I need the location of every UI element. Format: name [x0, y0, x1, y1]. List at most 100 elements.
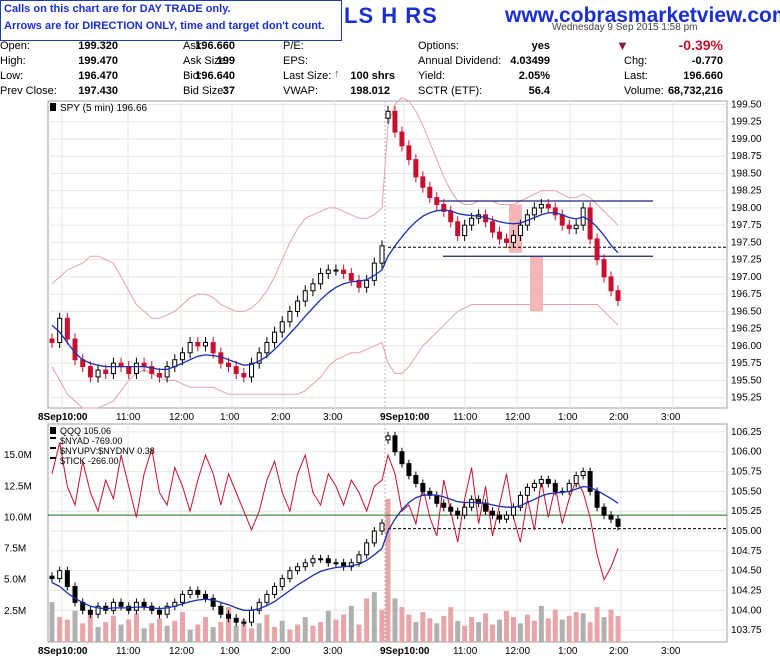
candle-body [302, 290, 308, 302]
volume-bar [156, 618, 162, 642]
volume-bar [233, 625, 239, 642]
quote-cell: 197.430 [78, 85, 118, 97]
candle-body [538, 203, 544, 209]
y-tick-label: 197.75 [731, 220, 762, 231]
quote-cell: Ask Size: [183, 55, 229, 67]
right-tick-label: 104.75 [731, 546, 762, 557]
candle-body [517, 224, 523, 237]
candle-body [110, 362, 116, 375]
left-tick-label: 15.0M [4, 450, 32, 461]
candle-body [356, 279, 362, 288]
candle-body [531, 207, 537, 216]
volume-bar [141, 628, 147, 642]
qqq-candle-body [141, 601, 147, 607]
volume-bar [325, 610, 331, 642]
candle-body [164, 366, 170, 378]
volume-bar [310, 625, 316, 642]
right-tick-label: 106.25 [731, 427, 762, 438]
x-tick-label: 2:00 [609, 646, 629, 657]
qqq-candle-body [333, 562, 339, 565]
qqq-candle-body [490, 510, 496, 516]
y-tick-label: 199.25 [731, 117, 762, 128]
qqq-candle-body [118, 601, 124, 607]
x-tick-label: 12:00 [169, 412, 194, 423]
candle-body [406, 145, 412, 161]
x-tick-label: 12:00 [505, 412, 530, 423]
candle-body [179, 352, 185, 361]
volume-bar [272, 627, 278, 642]
candle-body [195, 341, 201, 347]
qqq-candle-body [510, 506, 516, 516]
qqq-candle-body [413, 475, 419, 484]
candle-body [103, 369, 109, 375]
quote-cell: 68,732,216 [667, 85, 723, 97]
qqq-candle-body [476, 498, 482, 504]
volume-bar [264, 614, 270, 642]
volume-bar [57, 617, 63, 642]
qqq-candle-body [587, 471, 593, 492]
qqq-candle-body [580, 471, 586, 477]
qqq-candle-body [427, 490, 433, 496]
right-tick-label: 104.50 [731, 566, 762, 577]
y-tick-label: 196.50 [731, 306, 762, 317]
x-tick-label: 9Sep10:00 [380, 646, 430, 657]
quote-cell: -0.39% [678, 37, 723, 53]
candle-body [566, 224, 572, 230]
volume-bar [462, 625, 468, 642]
quote-cell: 196.660 [683, 70, 723, 82]
candle-body [156, 373, 162, 378]
qqq-candle-body [310, 558, 316, 564]
volume-bar [287, 629, 293, 642]
volume-bar [406, 614, 412, 642]
candle-body [264, 341, 270, 354]
candle-body [233, 366, 239, 375]
candle-body [420, 176, 426, 188]
qqq-candle-body [517, 494, 523, 508]
quote-cell: 37 [222, 85, 235, 97]
volume-bar [399, 607, 405, 642]
volume-bar [226, 607, 232, 642]
volume-bar [103, 622, 109, 642]
candle-body [573, 224, 579, 230]
qqq-candle-body [497, 514, 503, 520]
volume-bar [110, 615, 116, 642]
qqq-candle-body [295, 566, 301, 572]
qqq-candle-body [241, 621, 247, 624]
qqq-candle-body [226, 613, 232, 619]
qqq-candle-body [187, 589, 193, 595]
candle-body [341, 269, 347, 274]
qqq-candle-body [164, 605, 170, 615]
notice-line-2: Arrows are for DIRECTION ONLY, time and … [4, 20, 325, 32]
volume-bar [172, 620, 178, 642]
chart-date: Wednesday 9 Sep 2015 1:58 pm [552, 22, 698, 33]
x-tick-label: 3:00 [323, 646, 343, 657]
candle-body [64, 317, 70, 340]
quote-cell: Options: [418, 40, 459, 52]
day-trade-notice: Calls on this chart are for DAY TRADE on… [0, 0, 342, 41]
quote-cell: 4.03499 [510, 55, 550, 67]
qqq-candle-body [57, 570, 63, 580]
volume-bar [295, 624, 301, 642]
volume-bar [434, 623, 440, 642]
volume-bar [455, 620, 461, 642]
right-tick-label: 106.00 [731, 447, 762, 458]
left-tick-label: 10.0M [4, 512, 32, 523]
y-tick-label: 199.00 [731, 134, 762, 145]
candle-body [552, 207, 558, 216]
qqq-candle-body [531, 482, 537, 488]
volume-bar [531, 620, 537, 642]
brand-url[interactable]: www.cobrasmarketview.com [505, 4, 780, 27]
y-tick-label: 199.50 [731, 99, 762, 110]
notice-line-1: Calls on this chart are for DAY TRADE on… [4, 3, 231, 15]
x-tick-label: 2:00 [271, 646, 291, 657]
volume-bar [118, 624, 124, 642]
volume-bar [427, 618, 433, 642]
y-tick-label: 198.00 [731, 203, 762, 214]
quote-cell: 196.470 [78, 70, 118, 82]
qqq-candle-body [233, 617, 239, 623]
spy-legend-label: SPY (5 min) 196.66 [60, 103, 148, 114]
down-arrow-icon: ▼ [616, 38, 629, 53]
candle-body [287, 310, 293, 323]
volume-bar [202, 617, 208, 642]
candle-body [510, 235, 516, 243]
